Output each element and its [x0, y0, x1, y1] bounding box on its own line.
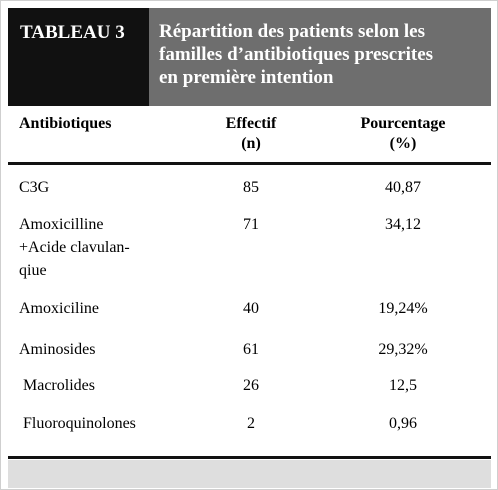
column-header: Pourcentage (%) — [343, 114, 463, 154]
cell-value: 71 — [243, 216, 259, 233]
text-line: (%) — [389, 135, 417, 152]
cell-value: 2 — [247, 415, 255, 432]
text-line: Répartition des patients selon les — [159, 21, 425, 42]
cell-value: 61 — [243, 341, 259, 358]
text-line: Amoxiciline — [19, 300, 99, 317]
cell-value: 19,24% — [378, 300, 428, 317]
column-header: Effectif (n) — [191, 114, 311, 154]
text-line: Amoxicilline — [19, 216, 104, 233]
header-rule — [8, 162, 491, 165]
text-line: Fluoroquinolones — [23, 415, 136, 432]
text-line: familles d’antibiotiques prescrites — [159, 44, 434, 65]
cell-name: Macrolides — [23, 374, 95, 397]
cell-name: Amoxicilline +Acide clavulan-qiue — [19, 213, 130, 282]
table-title: Répartition des patients selon les famill… — [149, 8, 491, 106]
cell-name: Fluoroquinolones — [23, 412, 136, 435]
column-header: Antibiotiques — [19, 114, 111, 134]
table-label: TABLEAU 3 — [8, 8, 149, 106]
cell-name: Aminosides — [19, 338, 95, 361]
cell-value: 29,32% — [378, 341, 428, 358]
text-line: Aminosides — [19, 341, 96, 358]
bottom-rule — [8, 456, 491, 459]
footer-bar — [8, 460, 491, 488]
cell-value: 85 — [243, 179, 259, 196]
text-line: (n) — [241, 135, 261, 152]
text-line: Effectif — [225, 115, 277, 132]
text-line: en première intention — [159, 67, 334, 88]
cell-value: 0,96 — [389, 415, 417, 432]
cell-value: 12,5 — [389, 377, 417, 394]
text-line: C3G — [19, 179, 50, 196]
cell-value: 40 — [243, 300, 259, 317]
cell-value: 40,87 — [385, 179, 421, 196]
text-line: +Acide clavulan- — [19, 239, 130, 256]
text-line: Antibiotiques — [19, 115, 112, 132]
text-line: Macrolides — [23, 377, 95, 394]
cell-name: C3G — [19, 176, 49, 199]
cell-value: 26 — [243, 377, 259, 394]
text-line: qiue — [19, 262, 47, 279]
cell-value: 34,12 — [385, 216, 421, 233]
text-line: Pourcentage — [360, 115, 446, 132]
cell-name: Amoxiciline — [19, 297, 99, 320]
